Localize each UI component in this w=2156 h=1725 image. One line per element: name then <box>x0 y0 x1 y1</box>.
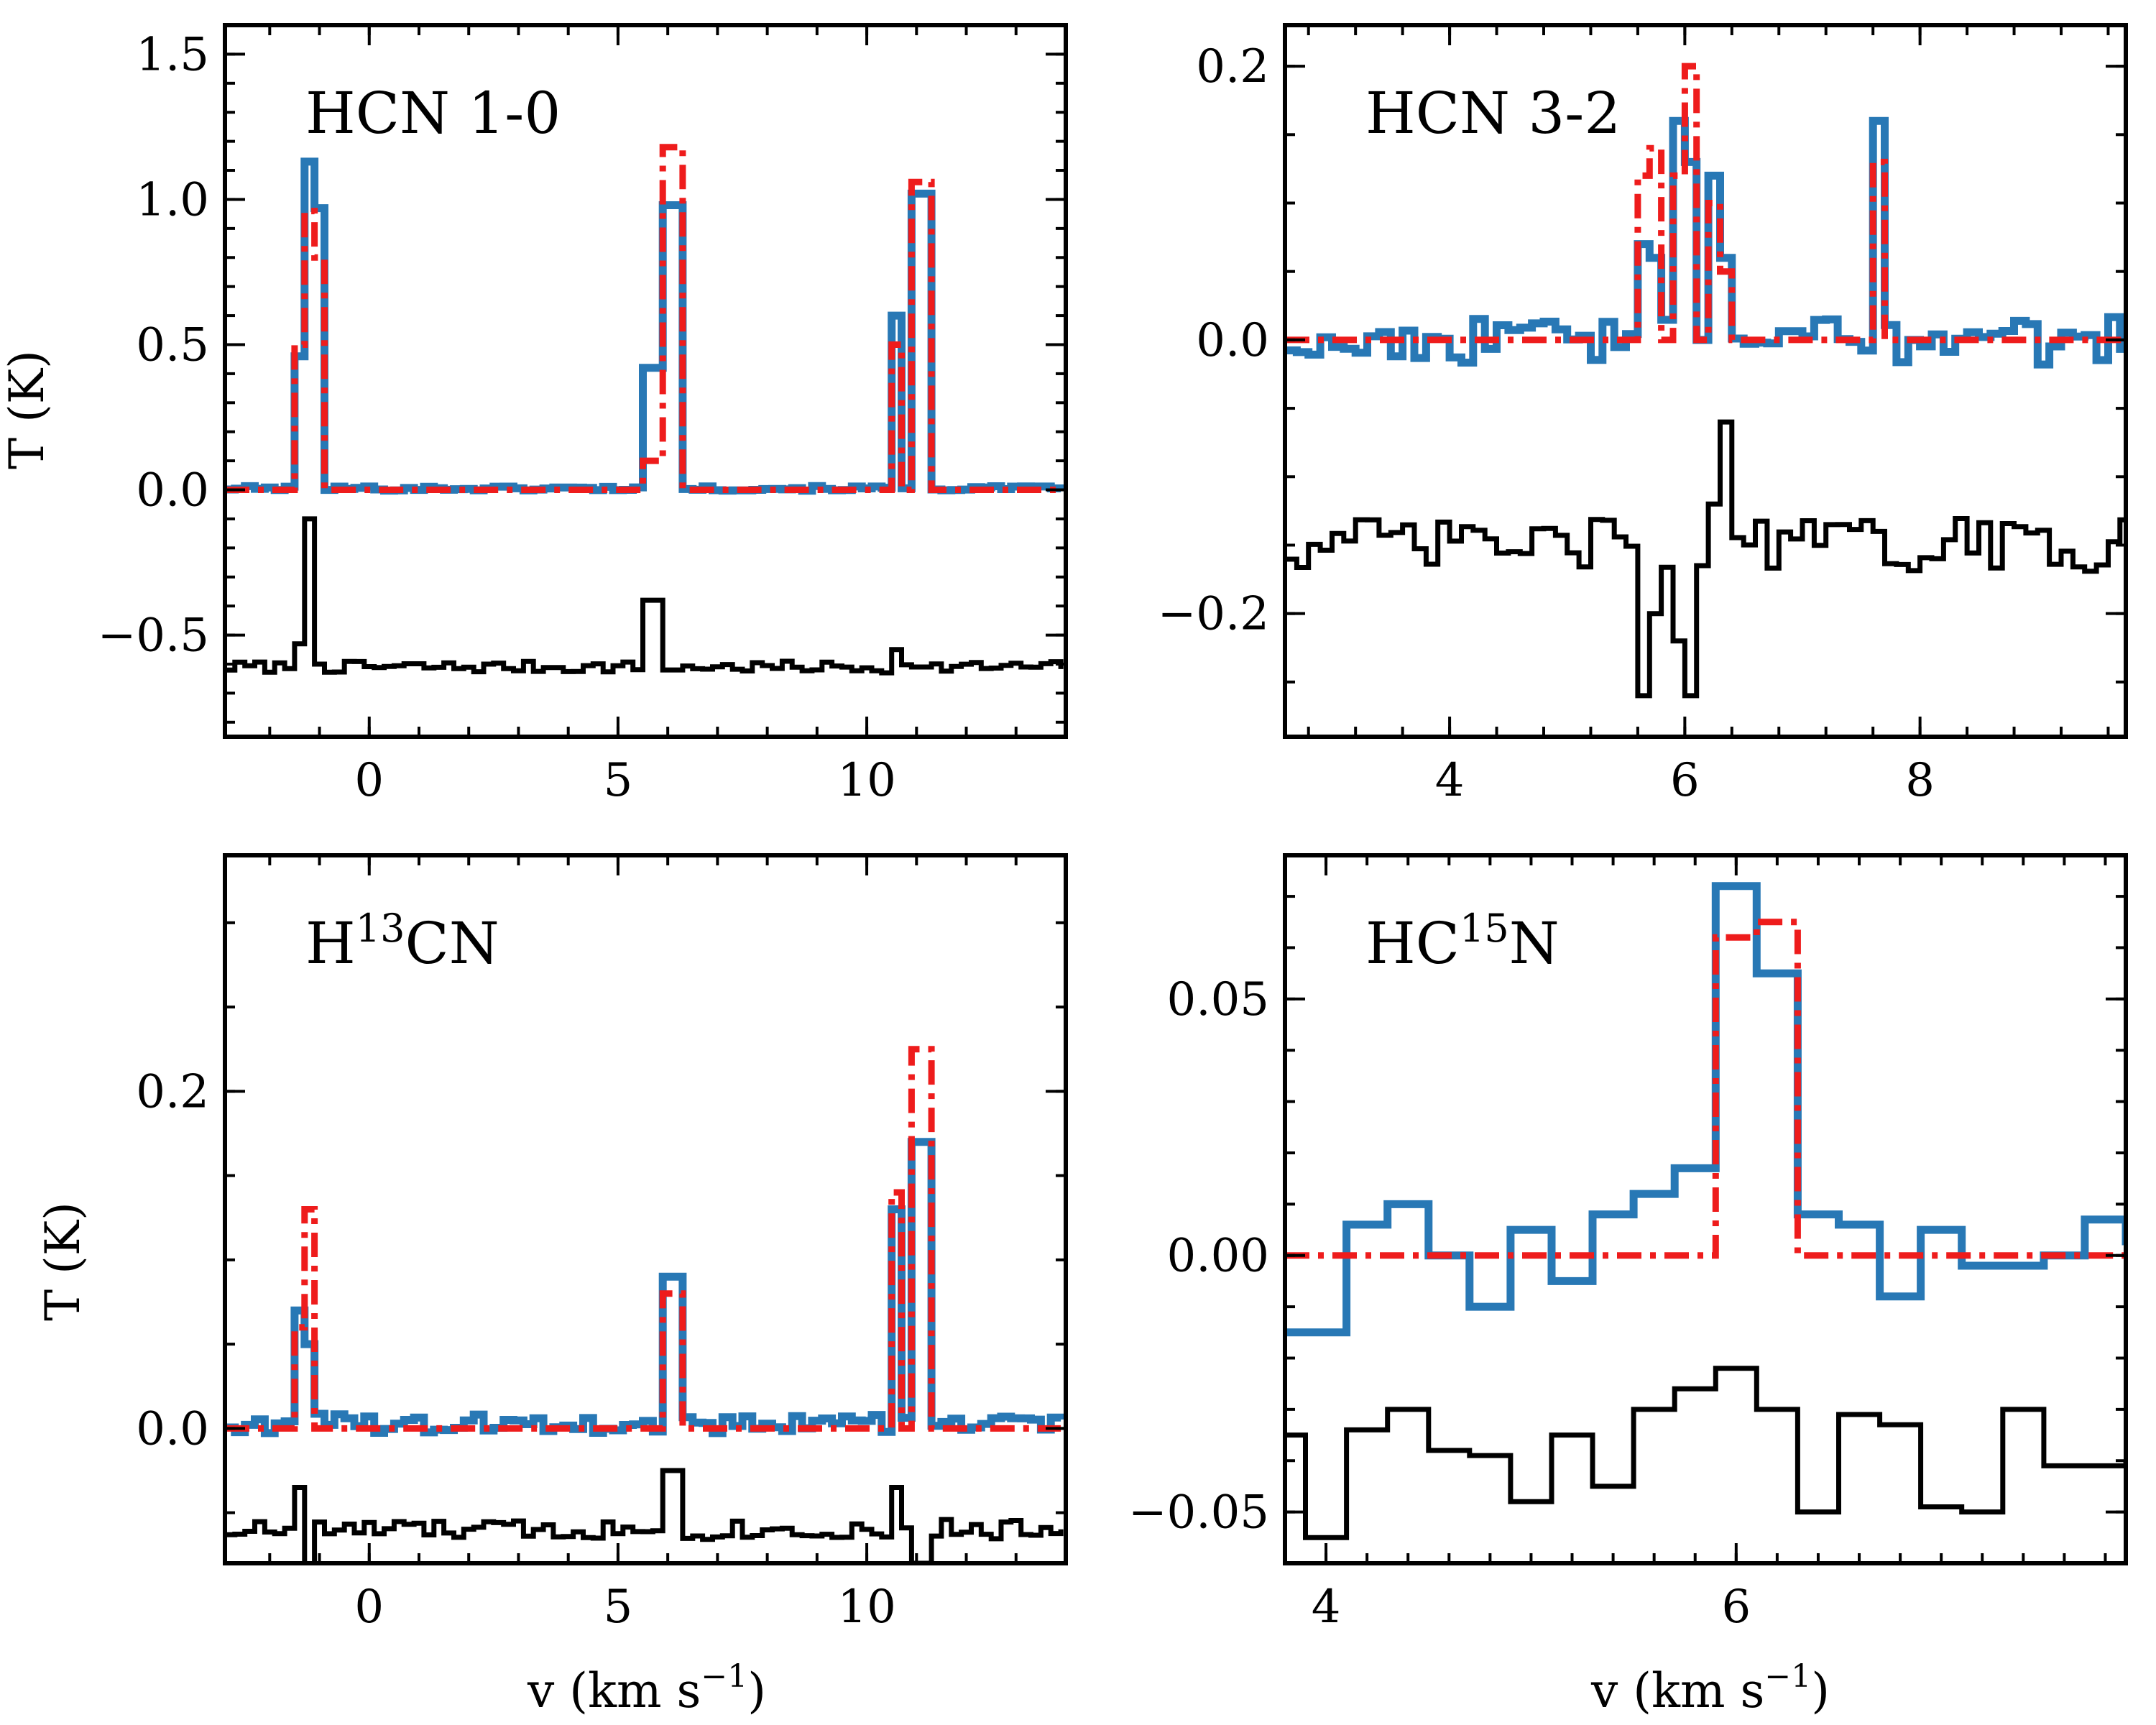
model-fit-line <box>225 144 1061 493</box>
panel-h13cn: 0 5 10 0.0 0.2 H13CN <box>136 853 1068 1634</box>
y-tick-label: 0.0 <box>1196 314 1269 367</box>
x-axis-label-left: v (km s−1) <box>527 1658 766 1719</box>
x-tick-label: 0 <box>354 1581 384 1634</box>
panel-hc15n: 4 6 −0.05 0.00 0.05 HC15N <box>1128 853 2128 1634</box>
x-tick-label: 4 <box>1435 754 1465 807</box>
y-tick-label: 1.0 <box>136 173 209 226</box>
x-tick-label: 10 <box>837 754 895 807</box>
y-tick-label: 1.5 <box>136 28 209 81</box>
x-tick-label: 8 <box>1905 754 1935 807</box>
residual-line <box>225 1468 1064 1563</box>
residual-line <box>225 516 1064 676</box>
x-tick-label: 6 <box>1670 754 1700 807</box>
panel-hcn-3-2: 4 6 8 −0.2 0.0 0.2 HCN 3-2 <box>1158 23 2128 807</box>
model-fit-line <box>1285 919 2126 1259</box>
panel-label-hcn-3-2: HCN 3-2 <box>1365 80 1621 147</box>
observed-spectrum-line <box>1285 116 2126 369</box>
axes-frame <box>223 853 1068 1565</box>
residual-line <box>1285 1366 2126 1540</box>
x-tick-label: 5 <box>604 1581 633 1634</box>
y-tick-label: 0.2 <box>1196 40 1269 93</box>
axes-frame <box>223 23 1068 739</box>
x-tick-label: 6 <box>1721 1581 1751 1634</box>
residual-line <box>1285 419 2126 699</box>
axes-frame <box>1283 853 2128 1565</box>
panel-label-h13cn: H13CN <box>305 906 499 977</box>
axes-frame <box>1283 23 2128 739</box>
y-tick-label: −0.05 <box>1128 1486 1269 1540</box>
y-tick-label: −0.5 <box>98 610 209 663</box>
y-tick-label: 0.5 <box>136 318 209 372</box>
x-tick-label: 4 <box>1312 1581 1341 1634</box>
y-tick-label: 0.2 <box>136 1065 209 1118</box>
model-fit-line <box>1285 63 2126 344</box>
panel-hcn-1-0: 0 5 10 −0.5 0.0 0.5 1.0 1.5 HCN 1-0 <box>98 23 1068 807</box>
y-axis-label-bottom: T (K) <box>35 1202 91 1321</box>
x-tick-label: 10 <box>837 1581 895 1634</box>
y-tick-label: 0.00 <box>1167 1230 1270 1283</box>
observed-spectrum-line <box>1285 882 2126 1337</box>
panel-label-hcn-1-0: HCN 1-0 <box>305 80 561 147</box>
y-tick-label: 0.05 <box>1167 973 1270 1026</box>
x-tick-label: 0 <box>354 754 384 807</box>
y-tick-label: 0.0 <box>136 1402 209 1455</box>
model-fit-line <box>225 1046 1061 1432</box>
x-axis-label-right: v (km s−1) <box>1590 1658 1830 1719</box>
x-tick-label: 5 <box>604 754 633 807</box>
y-tick-label: −0.2 <box>1158 588 1269 641</box>
y-axis-label-top: T (K) <box>0 350 55 469</box>
panel-label-hc15n: HC15N <box>1365 906 1560 977</box>
observed-spectrum-line <box>225 157 1065 495</box>
y-tick-label: 0.0 <box>136 464 209 518</box>
observed-spectrum-line <box>225 1138 1065 1438</box>
